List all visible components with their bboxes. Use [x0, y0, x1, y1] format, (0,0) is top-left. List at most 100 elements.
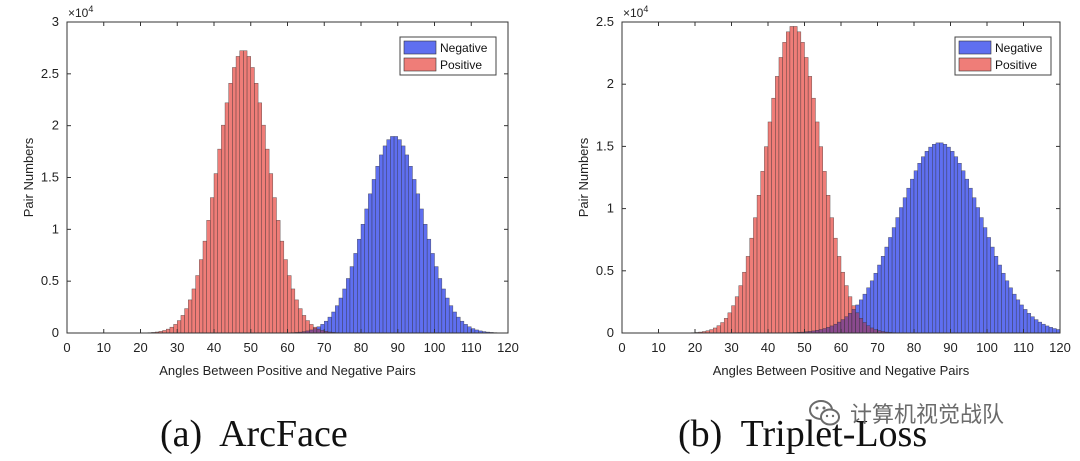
negative-bar — [463, 324, 468, 334]
legend-swatch-negative — [958, 40, 992, 55]
y-tick-label: 2 — [607, 76, 614, 91]
negative-bar — [983, 227, 988, 334]
exponent-base: ×10 — [68, 6, 89, 20]
overlap-bar — [851, 309, 856, 334]
triplet-loss-histogram: 0 10 20 30 40 50 60 70 80 90 100 110 120 0 0.5 1 1.5 2 2.5… — [576, 4, 1071, 378]
negative-bar — [1030, 316, 1035, 334]
negative-bar — [942, 144, 948, 334]
positive-bar — [265, 148, 270, 334]
bars — [680, 26, 1061, 334]
negative-bar — [379, 154, 384, 334]
positive-bar — [756, 195, 761, 334]
negative-bar — [448, 305, 454, 334]
positive-bar — [829, 217, 834, 334]
y-tick-label: 1 — [52, 221, 59, 236]
positive-bar — [742, 271, 747, 334]
negative-bar — [913, 170, 918, 334]
positive-bar — [232, 67, 237, 334]
positive-bar — [778, 57, 783, 334]
x-tick-label: 40 — [207, 340, 221, 355]
watermark: 计算机视觉战队 — [808, 396, 1058, 430]
y-tick-label: 2 — [52, 118, 59, 133]
overlap-bar — [869, 327, 875, 334]
negative-bar — [1056, 329, 1061, 334]
positive-bar — [257, 102, 263, 334]
negative-bar — [924, 151, 929, 334]
positive-bar — [826, 195, 831, 334]
overlap-bar — [873, 329, 878, 334]
negative-bar — [353, 253, 358, 334]
negative-bar — [430, 253, 435, 334]
x-tick-label: 110 — [461, 340, 482, 355]
overlap-bar — [316, 328, 321, 334]
legend: Negative Positive — [954, 36, 1052, 76]
overlap-bar — [855, 312, 860, 334]
negative-bar — [1026, 313, 1032, 334]
x-tick-label: 80 — [354, 340, 368, 355]
negative-bar — [1052, 328, 1057, 334]
x-tick-label: 70 — [317, 340, 331, 355]
negative-bar — [342, 288, 347, 334]
negative-bar — [434, 266, 439, 334]
positive-bar — [709, 329, 714, 334]
overlap-bar — [829, 325, 834, 334]
positive-bar — [173, 324, 178, 334]
negative-bar — [382, 145, 387, 334]
positive-bar — [815, 121, 820, 334]
watermark-text: 计算机视觉战队 — [850, 403, 1005, 428]
negative-bar — [331, 311, 336, 334]
positive-bar — [771, 97, 776, 334]
positive-bar — [199, 259, 204, 334]
positive-bar — [789, 26, 794, 334]
positive-bar — [749, 237, 754, 334]
legend: Negative Positive — [399, 36, 497, 76]
negative-bar — [877, 264, 882, 334]
negative-bar — [1019, 304, 1024, 334]
positive-bar — [166, 328, 171, 334]
negative-bar — [1045, 325, 1050, 334]
positive-bar — [202, 240, 207, 334]
positive-bar — [786, 31, 791, 334]
negative-bar — [1037, 321, 1042, 334]
y-tick-label: 0 — [52, 325, 59, 340]
negative-bar — [972, 197, 977, 334]
positive-bar — [734, 296, 740, 334]
negative-bar — [928, 146, 933, 334]
negative-bar — [895, 217, 900, 334]
overlap-bar — [837, 321, 842, 334]
negative-bar — [873, 272, 878, 334]
negative-bar — [906, 187, 911, 334]
x-tick-label: 10 — [651, 340, 665, 355]
x-tick-label: 90 — [391, 340, 405, 355]
negative-bar — [426, 238, 432, 334]
positive-bar — [767, 121, 772, 334]
positive-bar — [775, 76, 780, 334]
overlap-bar — [822, 328, 827, 334]
negative-bar — [1005, 280, 1010, 334]
x-tick-label: 100 — [976, 340, 998, 355]
negative-bar — [910, 178, 915, 334]
y-tick-label: 2.5 — [596, 14, 614, 29]
overlap-bar — [313, 328, 318, 334]
positive-bar — [169, 326, 174, 334]
legend-swatch-positive — [958, 57, 992, 72]
negative-bar — [950, 151, 955, 334]
negative-bar — [1041, 323, 1046, 334]
negative-bar — [460, 320, 465, 334]
y-tick-label: 1.5 — [41, 170, 59, 185]
positive-bar — [180, 315, 185, 334]
negative-bar — [471, 328, 476, 334]
positive-bar — [195, 275, 200, 334]
positive-bar — [224, 102, 229, 334]
negative-bar — [884, 246, 889, 334]
negative-bar — [921, 156, 926, 334]
positive-bar — [727, 312, 732, 334]
x-tick-label: 30 — [170, 340, 184, 355]
positive-bar — [753, 217, 758, 334]
negative-bar — [452, 311, 457, 334]
positive-bar — [796, 31, 802, 334]
positive-bar — [818, 146, 823, 334]
positive-bar — [793, 26, 798, 334]
negative-bar — [888, 237, 893, 334]
